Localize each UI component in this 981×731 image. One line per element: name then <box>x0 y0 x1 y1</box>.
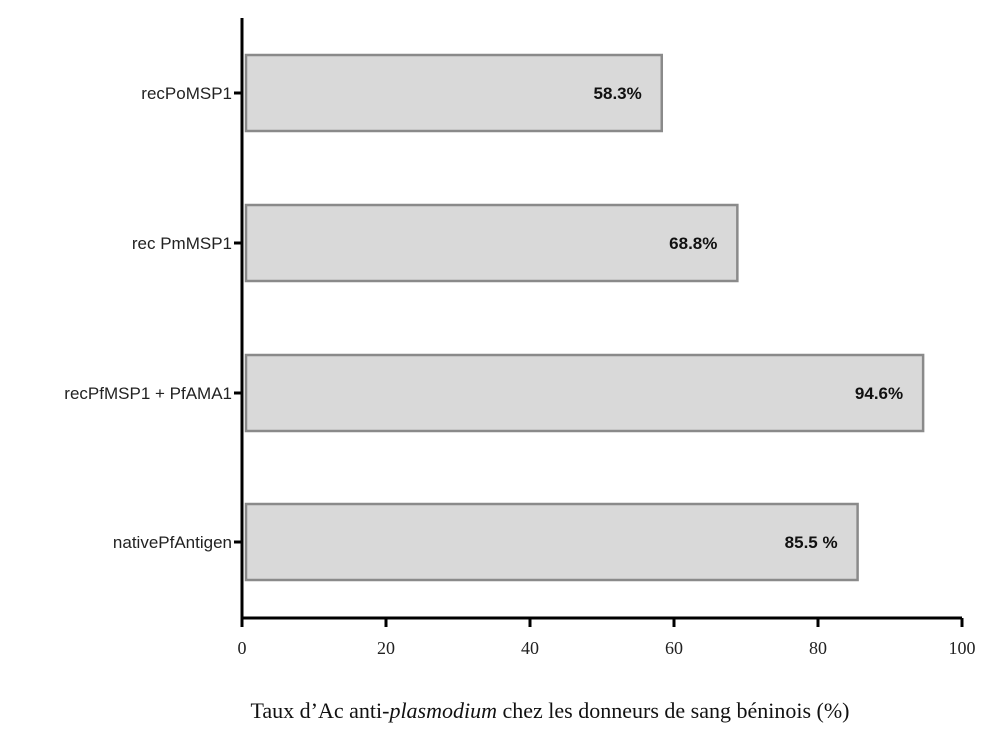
x-tick-label-3: 60 <box>665 638 683 658</box>
bar-3 <box>244 502 859 582</box>
x-axis-title-part-1: Taux d’Ac anti- <box>250 698 389 723</box>
bar-0 <box>244 53 664 133</box>
data-label-3: 85.5 % <box>785 533 838 552</box>
x-tick-label-1: 20 <box>377 638 395 658</box>
category-label-1: rec PmMSP1 <box>132 234 232 253</box>
data-labels-group: 58.3% 68.8% 94.6% 85.5 % <box>594 84 904 552</box>
category-label-0: recPoMSP1 <box>141 84 232 103</box>
category-label-2: recPfMSP1 + PfAMA1 <box>64 384 232 403</box>
x-tick-label-4: 80 <box>809 638 827 658</box>
x-axis-title-part-3: chez les donneurs de sang béninois (%) <box>497 698 850 723</box>
x-ticks-group: 0 20 40 60 80 100 <box>238 618 976 658</box>
x-axis-title-part-2: plasmodium <box>387 698 497 723</box>
x-tick-label-0: 0 <box>238 638 247 658</box>
bar-1 <box>244 203 739 283</box>
category-label-3: nativePfAntigen <box>113 533 232 552</box>
x-tick-label-5: 100 <box>949 638 976 658</box>
data-label-1: 68.8% <box>669 234 717 253</box>
x-tick-label-2: 40 <box>521 638 539 658</box>
data-label-2: 94.6% <box>855 384 903 403</box>
category-labels-group: recPoMSP1 rec PmMSP1 recPfMSP1 + PfAMA1 nat… <box>64 84 232 552</box>
bars-group <box>244 53 925 582</box>
x-axis-title: Taux d’Ac anti-plasmodium chez les donne… <box>250 698 849 723</box>
data-label-0: 58.3% <box>594 84 642 103</box>
bar-2 <box>244 353 925 433</box>
